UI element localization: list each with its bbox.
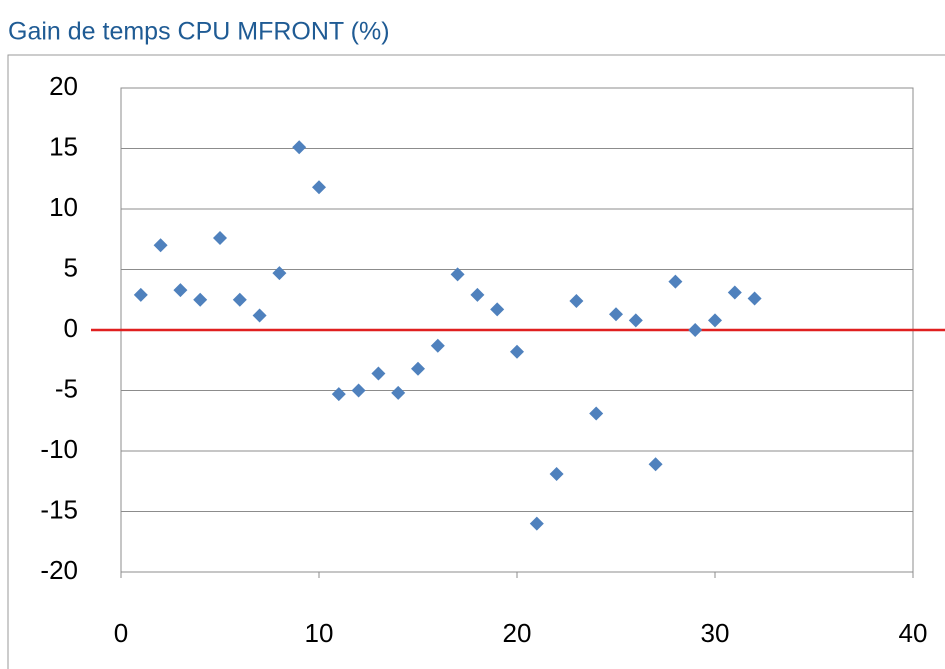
y-tick-label: 5 (64, 252, 78, 282)
point (153, 238, 168, 253)
x-tick-label: 10 (305, 618, 334, 648)
point (292, 140, 307, 155)
point (193, 292, 208, 307)
point (668, 274, 683, 289)
point (727, 285, 742, 300)
point (312, 180, 326, 195)
y-tick-label: -20 (40, 555, 78, 585)
point (351, 383, 366, 398)
point (609, 307, 623, 322)
x-tick-label: 20 (503, 618, 532, 648)
point (331, 387, 346, 402)
x-tick-label: 0 (114, 618, 128, 648)
point (688, 323, 703, 337)
point (490, 302, 505, 317)
point (450, 267, 465, 282)
point (569, 293, 584, 308)
point (549, 466, 564, 481)
y-tick-label: 20 (49, 71, 78, 101)
point (648, 457, 663, 472)
point (411, 361, 425, 376)
y-tick-label: -15 (40, 494, 78, 524)
point (213, 231, 227, 246)
point (510, 344, 524, 359)
point (747, 291, 762, 306)
point (391, 385, 406, 400)
point (430, 338, 445, 353)
point (628, 313, 643, 328)
chart-frame (7, 54, 945, 669)
point (272, 266, 287, 281)
y-tick-label: 15 (49, 131, 78, 161)
point (371, 366, 386, 381)
y-tick-label: 0 (64, 313, 78, 343)
point (470, 287, 485, 302)
point (173, 283, 188, 298)
y-tick-label: -10 (40, 434, 78, 464)
point (133, 287, 148, 302)
y-tick-label: -5 (55, 373, 78, 403)
y-tick-label: 10 (49, 192, 78, 222)
x-tick-label: 30 (701, 618, 730, 648)
point (529, 516, 544, 531)
x-tick-label: 40 (899, 618, 928, 648)
point (252, 308, 267, 323)
point (232, 292, 247, 307)
point (708, 313, 722, 328)
chart-title: Gain de temps CPU MFRONT (%) (8, 18, 390, 46)
point (589, 406, 604, 421)
